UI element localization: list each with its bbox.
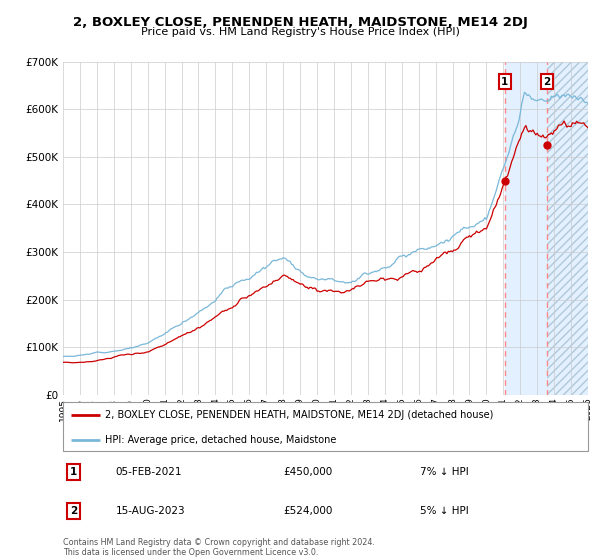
Text: HPI: Average price, detached house, Maidstone: HPI: Average price, detached house, Maid…: [105, 435, 337, 445]
Text: 2, BOXLEY CLOSE, PENENDEN HEATH, MAIDSTONE, ME14 2DJ: 2, BOXLEY CLOSE, PENENDEN HEATH, MAIDSTO…: [73, 16, 527, 29]
Text: 05-FEB-2021: 05-FEB-2021: [115, 467, 182, 477]
Text: Price paid vs. HM Land Registry's House Price Index (HPI): Price paid vs. HM Land Registry's House …: [140, 27, 460, 37]
Text: 2: 2: [70, 506, 77, 516]
Text: £450,000: £450,000: [284, 467, 333, 477]
Text: 2, BOXLEY CLOSE, PENENDEN HEATH, MAIDSTONE, ME14 2DJ (detached house): 2, BOXLEY CLOSE, PENENDEN HEATH, MAIDSTO…: [105, 410, 493, 421]
Bar: [547, 62, 588, 395]
Text: 1: 1: [501, 77, 508, 87]
Text: 15-AUG-2023: 15-AUG-2023: [115, 506, 185, 516]
Text: Contains HM Land Registry data © Crown copyright and database right 2024.
This d: Contains HM Land Registry data © Crown c…: [63, 538, 375, 557]
Bar: [505, 62, 588, 395]
FancyBboxPatch shape: [63, 402, 588, 451]
Text: 7% ↓ HPI: 7% ↓ HPI: [420, 467, 469, 477]
Text: 1: 1: [70, 467, 77, 477]
Text: £524,000: £524,000: [284, 506, 333, 516]
Text: 5% ↓ HPI: 5% ↓ HPI: [420, 506, 469, 516]
Text: 2: 2: [544, 77, 551, 87]
